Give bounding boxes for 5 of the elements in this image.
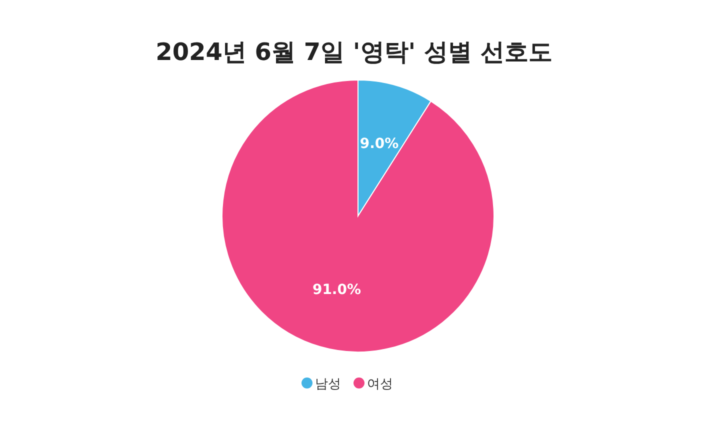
legend-label: 남성 (315, 377, 341, 392)
data-label: 91.0% (312, 282, 362, 298)
legend-label: 여성 (367, 377, 393, 392)
chart-title: 2024년 6월 7일 '영탁' 성별 선호도 (156, 38, 552, 66)
data-label: 9.0% (360, 136, 399, 152)
